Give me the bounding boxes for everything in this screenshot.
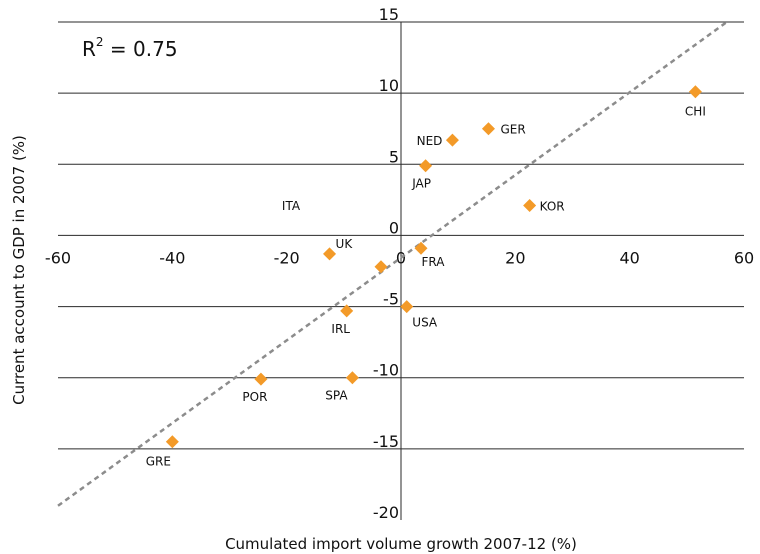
point-label-ger: GER	[500, 123, 525, 137]
y-axis-title: Current account to GDP in 2007 (%)	[10, 135, 28, 405]
x-tick-label: -60	[45, 248, 71, 267]
y-tick-label: -20	[373, 503, 399, 522]
x-tick-labels: -60-40-200204060	[45, 248, 754, 267]
point-labels: CHI GER NED JAP KOR ITA UK FRA USA IRL POR SPA GRE	[146, 105, 706, 469]
data-point-uk	[323, 247, 337, 261]
y-tick-label: -15	[373, 432, 399, 451]
r-squared-annotation: R2 = 0.75	[82, 35, 178, 61]
y-tick-label: 0	[389, 218, 399, 237]
data-point-jap	[419, 159, 433, 173]
data-point-chi	[688, 85, 702, 99]
y-tick-label: 15	[379, 5, 399, 24]
data-point-kor	[523, 199, 537, 213]
x-tick-label: 40	[619, 248, 639, 267]
y-tick-label: 5	[389, 147, 399, 166]
point-label-gre: GRE	[146, 455, 171, 469]
x-axis-title: Cumulated import volume growth 2007-12 (…	[225, 535, 577, 553]
data-point-ger	[481, 122, 495, 136]
x-tick-label: 60	[734, 248, 754, 267]
y-tick-label: -10	[373, 361, 399, 380]
trend-line	[57, 20, 728, 507]
point-label-uk: UK	[336, 237, 354, 251]
data-point	[374, 260, 388, 274]
data-points	[165, 85, 702, 449]
point-label-ita: ITA	[282, 199, 301, 213]
point-label-chi: CHI	[685, 105, 706, 119]
point-label-spa: SPA	[325, 389, 348, 403]
point-label-fra: FRA	[422, 255, 446, 269]
data-point-fra	[414, 241, 428, 255]
y-tick-label: -5	[383, 290, 399, 309]
point-label-jap: JAP	[411, 177, 431, 191]
point-label-por: POR	[242, 390, 267, 404]
y-tick-labels: 15 10 5 0 -5 -10 -15 -20	[373, 5, 399, 522]
point-label-kor: KOR	[540, 200, 565, 214]
point-label-ned: NED	[417, 134, 443, 148]
point-label-irl: IRL	[331, 322, 350, 336]
x-tick-label: -20	[274, 248, 300, 267]
data-point-usa	[400, 300, 414, 314]
data-point-gre	[165, 435, 179, 449]
r-squared-value: = 0.75	[104, 37, 178, 61]
y-tick-label: 10	[379, 76, 399, 95]
data-point-irl	[340, 304, 354, 318]
point-label-usa: USA	[412, 316, 438, 330]
x-tick-label: 20	[505, 248, 525, 267]
data-point-ned	[445, 133, 459, 147]
r-squared-prefix: R	[82, 37, 96, 61]
x-tick-label: -40	[159, 248, 185, 267]
data-point-spa	[345, 371, 359, 385]
data-point-por	[254, 372, 268, 386]
r-squared-superscript: 2	[96, 35, 104, 49]
